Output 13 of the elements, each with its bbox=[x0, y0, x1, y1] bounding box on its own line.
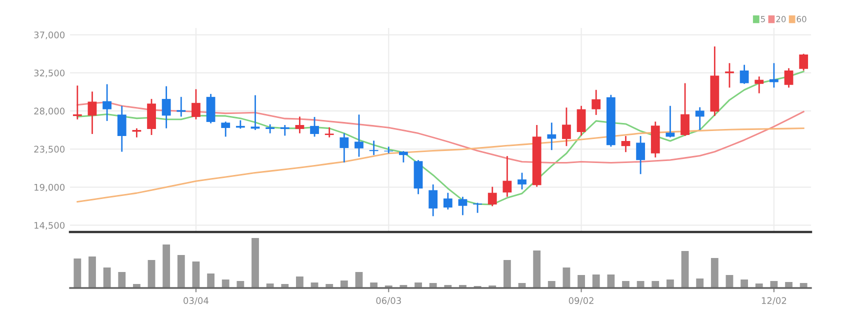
x-tick-label: 12/02 bbox=[762, 297, 786, 305]
y-tick-label: 32,500 bbox=[34, 70, 65, 78]
y-tick-label: 14,500 bbox=[34, 222, 65, 230]
x-tick-label: 09/02 bbox=[568, 297, 594, 305]
x-tick-label: 03/04 bbox=[184, 297, 208, 305]
legend-label: 5 bbox=[760, 16, 765, 22]
legend-label: 20 bbox=[776, 16, 786, 22]
legend-label: 60 bbox=[796, 16, 806, 22]
y-tick-label: 19,000 bbox=[34, 184, 65, 192]
y-tick-label: 28,000 bbox=[34, 108, 65, 116]
y-tick-label: 37,000 bbox=[34, 32, 65, 40]
x-tick-label: 06/03 bbox=[376, 297, 401, 305]
y-tick-label: 23,500 bbox=[34, 146, 65, 154]
